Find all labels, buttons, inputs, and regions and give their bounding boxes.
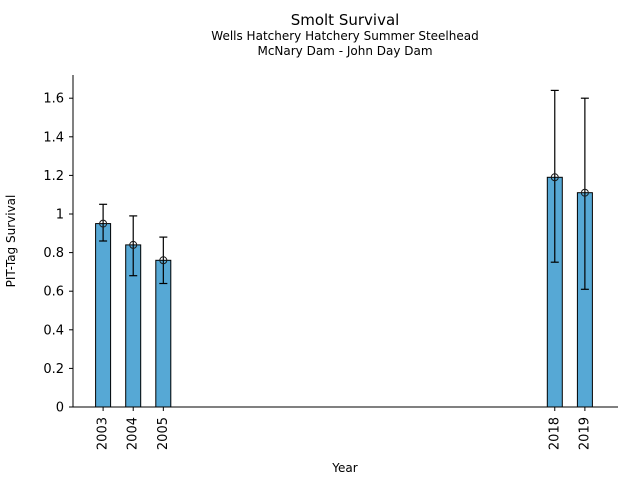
bar-2003 [95,223,112,408]
point-marker-2003 [99,219,108,228]
y-tick-label-1: 1 [56,208,64,223]
point-marker-2019 [580,188,589,197]
chart-subtitle-line2: McNary Dam - John Day Dam [257,44,433,58]
y-tick-label-0.4: 0.4 [43,323,64,338]
point-marker-2018 [550,173,559,182]
y-tick-label-1.6: 1.6 [43,92,64,107]
chart-subtitle-line1: Wells Hatchery Hatchery Summer Steelhead [211,29,479,43]
y-tick-label-0.8: 0.8 [43,246,64,261]
point-marker-2004 [129,240,138,249]
y-tick-label-0.2: 0.2 [43,362,64,377]
y-tick-label-0.6: 0.6 [43,285,64,300]
y-tick-label-1.2: 1.2 [43,169,64,184]
x-axis-label: Year [332,461,358,475]
point-marker-2005 [159,256,168,265]
x-tick-label-2005: 2005 [156,417,171,450]
chart-title: Smolt Survival [290,11,400,29]
x-tick-label-2019: 2019 [577,417,592,450]
x-tick-label-2004: 2004 [126,417,141,450]
y-tick-label-0: 0 [56,401,64,416]
y-tick-label-1.4: 1.4 [43,130,64,145]
x-tick-label-2003: 2003 [96,417,111,450]
x-tick-label-2018: 2018 [547,417,562,450]
